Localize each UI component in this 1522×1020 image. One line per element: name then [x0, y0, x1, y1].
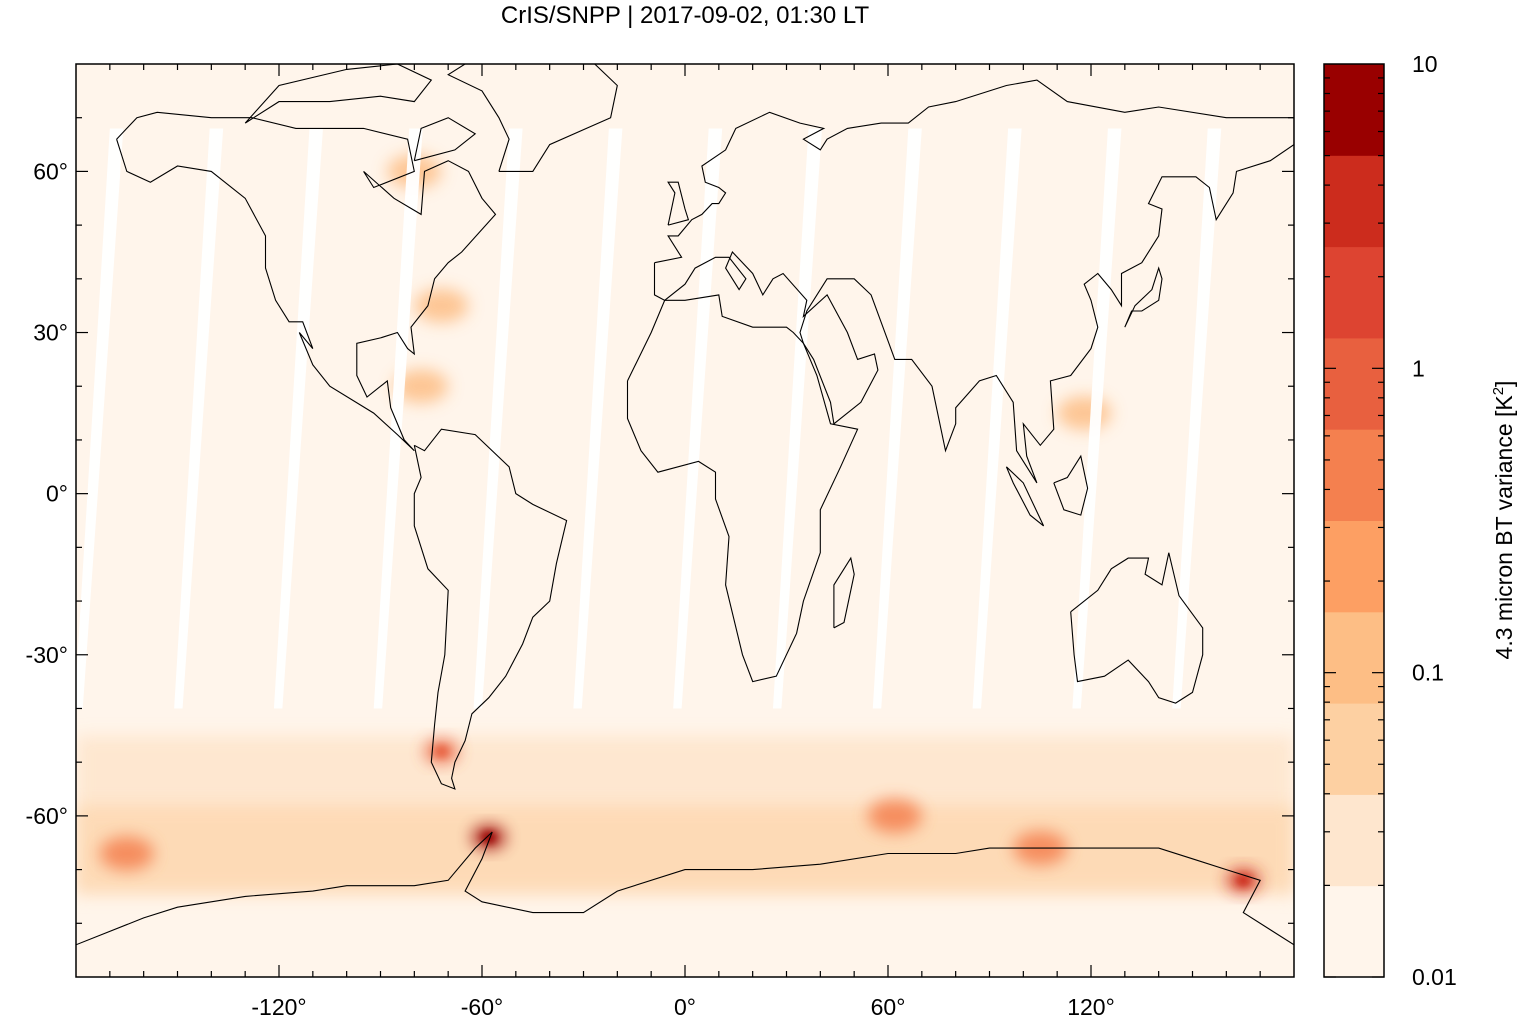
field-indian-ocean-sector	[867, 798, 922, 833]
orbit-gap	[772, 128, 823, 709]
y-tick-label: -60°	[26, 803, 68, 829]
coastline-13	[413, 117, 477, 162]
colorbar-tick-label: 0.1	[1412, 660, 1444, 686]
colorbar-block	[1324, 155, 1384, 248]
x-tick-label: 0°	[674, 994, 696, 1020]
colorbar-block	[1324, 611, 1384, 704]
x-tick-label: -120°	[251, 994, 306, 1020]
colorbar-label-end: ]	[1491, 381, 1517, 387]
coastline-5	[667, 181, 690, 226]
colorbar-tick-label: 10	[1412, 51, 1438, 77]
colorbar-tick-labels: 10 1 0.1 0.01	[1412, 51, 1457, 990]
field-pacific-sector-south	[99, 836, 154, 871]
colorbar-block	[1324, 885, 1384, 978]
chart-title: CrIS/SNPP | 2017-09-02, 01:30 LT	[500, 2, 870, 29]
colorbar-block	[1324, 429, 1384, 521]
field-patagonia-peak	[434, 746, 449, 757]
colorbar: 10 1 0.1 0.01 4.3 micron BT variance [K2]	[1323, 51, 1517, 990]
coastline-6	[833, 556, 855, 629]
coastline-7	[1124, 266, 1163, 328]
orbit-gap	[673, 128, 723, 709]
coastline-9	[1053, 454, 1089, 516]
orbit-gap-stripes	[76, 128, 1222, 709]
coastline-2	[626, 294, 859, 683]
colorbar-label: 4.3 micron BT variance [K2]	[1490, 381, 1517, 660]
axis-ticks	[76, 64, 1294, 977]
colorbar-block	[1324, 794, 1384, 887]
field-south-china-sea	[1057, 396, 1112, 431]
x-tick-label: 120°	[1067, 994, 1115, 1020]
y-tick-label: 0°	[46, 481, 68, 507]
colorbar-tick-label: 0.01	[1412, 964, 1457, 990]
coastline-11	[76, 831, 1294, 946]
colorbar-blocks	[1324, 64, 1384, 978]
orbit-gap	[76, 128, 124, 709]
orbit-gap	[373, 128, 423, 709]
coastline-8	[1005, 466, 1045, 527]
orbit-gap	[273, 128, 323, 709]
coastline-0	[116, 111, 497, 452]
orbit-gap	[174, 128, 224, 709]
x-tick-label: 60°	[871, 994, 906, 1020]
colorbar-block	[1324, 520, 1384, 613]
axis-tick-labels: -120° -60° 0° 60° 120° 60° 30° 0° -30° -60°	[26, 158, 1115, 1020]
orbit-gap	[473, 128, 523, 709]
colorbar-block	[1324, 64, 1384, 156]
coastline-1	[413, 428, 568, 790]
y-tick-label: 30°	[33, 320, 68, 346]
orbit-gap	[1172, 128, 1222, 709]
colorbar-label-main: 4.3 micron BT variance [K	[1491, 395, 1517, 660]
colorbar-block	[1324, 246, 1384, 339]
colorbar-block	[1324, 337, 1384, 430]
field-caribbean	[394, 369, 449, 404]
coastline-3	[653, 79, 1294, 484]
colorbar-ticks	[1324, 77, 1384, 978]
orbit-gap	[573, 128, 623, 709]
coastlines	[76, 64, 1294, 946]
y-tick-label: 60°	[33, 158, 68, 184]
colorbar-tick-label: 1	[1412, 355, 1425, 381]
field-antarctic-peninsula-peak	[482, 831, 496, 843]
colorbar-block	[1324, 703, 1384, 795]
x-tick-label: -60°	[461, 994, 503, 1020]
y-tick-label: -30°	[26, 642, 68, 668]
field-ross-sea-peak	[1236, 874, 1251, 886]
coastline-10	[447, 64, 618, 172]
field-us-east-coast	[414, 288, 469, 323]
orbit-gap	[972, 128, 1022, 709]
colorbar-label-sup: 2	[1490, 387, 1507, 395]
coastline-12	[244, 64, 433, 124]
map-plot-area: -120° -60° 0° 60° 120° 60° 30° 0° -30° -60°	[26, 63, 1295, 1020]
coastline-4	[1070, 552, 1204, 704]
colorbar-frame	[1323, 63, 1385, 978]
orbit-gap	[1072, 128, 1122, 709]
orbit-gap	[872, 128, 922, 709]
